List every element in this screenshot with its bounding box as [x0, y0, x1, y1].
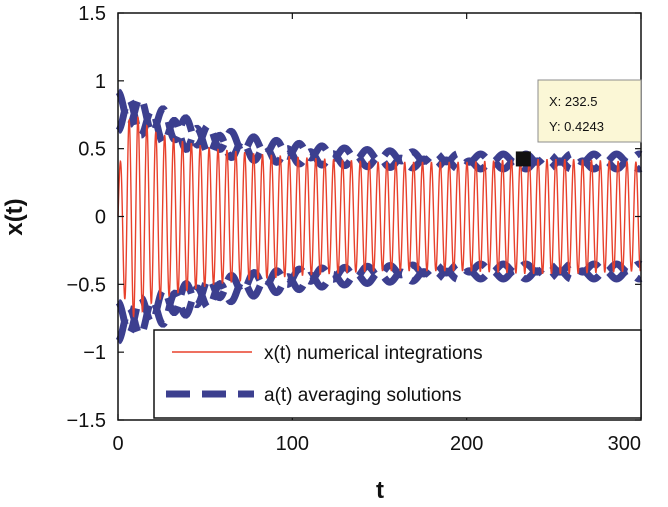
- legend-box: [153, 329, 642, 419]
- x-tick-label: 200: [450, 433, 483, 455]
- axis-tick-labels: 0 100 200 300 1.5 1 0.5 0 −0.5 −1 −1.5: [67, 3, 641, 455]
- data-tip-y: Y: 0.4243: [549, 119, 604, 134]
- y-axis-label: x(t): [1, 198, 28, 235]
- data-tip-marker[interactable]: [515, 151, 531, 167]
- legend-entry-x: x(t) numerical integrations: [264, 343, 483, 364]
- y-tick-label: 1.5: [78, 3, 106, 25]
- y-tick-label: 0.5: [78, 139, 106, 161]
- data-tip-x: X: 232.5: [549, 94, 597, 109]
- x-axis-label: t: [376, 477, 384, 504]
- data-tip[interactable]: X: 232.5 Y: 0.4243: [515, 79, 642, 167]
- x-tick-label: 100: [276, 433, 309, 455]
- y-tick-label: −1.5: [67, 410, 106, 432]
- legend-entry-a: a(t) averaging solutions: [264, 385, 462, 406]
- x-tick-label: 300: [608, 433, 641, 455]
- legend: x(t) numerical integrations a(t) averagi…: [153, 329, 642, 419]
- y-tick-label: 1: [95, 71, 106, 93]
- y-tick-label: 0: [95, 207, 106, 229]
- y-tick-label: −0.5: [67, 274, 106, 296]
- x-tick-label: 0: [112, 433, 123, 455]
- series-x-numerical-line: [117, 115, 642, 318]
- y-tick-label: −1: [83, 342, 106, 364]
- data-tip-box: [537, 79, 642, 143]
